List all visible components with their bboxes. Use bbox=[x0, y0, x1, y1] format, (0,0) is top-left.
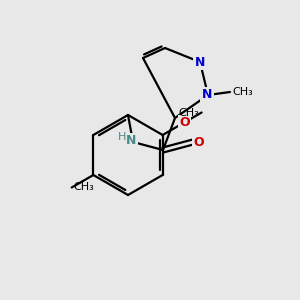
Text: O: O bbox=[194, 136, 204, 148]
Text: CH₃: CH₃ bbox=[179, 107, 200, 118]
Text: H: H bbox=[118, 132, 126, 142]
Text: N: N bbox=[195, 56, 205, 68]
Text: CH₃: CH₃ bbox=[74, 182, 94, 193]
Text: N: N bbox=[126, 134, 136, 148]
Text: CH₃: CH₃ bbox=[232, 87, 253, 97]
Text: O: O bbox=[179, 116, 190, 129]
Text: N: N bbox=[202, 88, 212, 101]
